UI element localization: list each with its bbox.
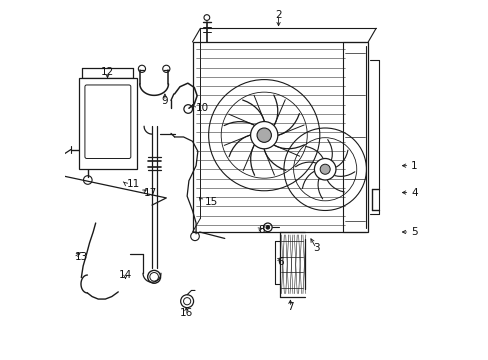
Bar [79,78,137,169]
Text: 13: 13 [75,252,88,262]
Text: 4: 4 [410,188,417,198]
Text: 15: 15 [204,197,217,207]
Circle shape [257,128,271,142]
Text: 17: 17 [143,188,156,198]
Text: 7: 7 [286,302,293,312]
Text: 14: 14 [119,270,132,280]
Circle shape [265,226,269,229]
Text: 10: 10 [196,103,209,113]
Circle shape [250,122,277,149]
Text: 16: 16 [180,308,193,318]
Circle shape [320,164,329,174]
Text: 2: 2 [275,10,281,20]
Text: 11: 11 [127,179,140,189]
Text: 12: 12 [101,67,114,77]
Text: 6: 6 [277,257,284,267]
Text: 9: 9 [161,96,168,106]
Text: 5: 5 [410,227,417,237]
Circle shape [314,158,335,180]
Text: 3: 3 [312,243,319,253]
Text: 1: 1 [410,161,417,171]
Text: 8: 8 [258,225,264,235]
